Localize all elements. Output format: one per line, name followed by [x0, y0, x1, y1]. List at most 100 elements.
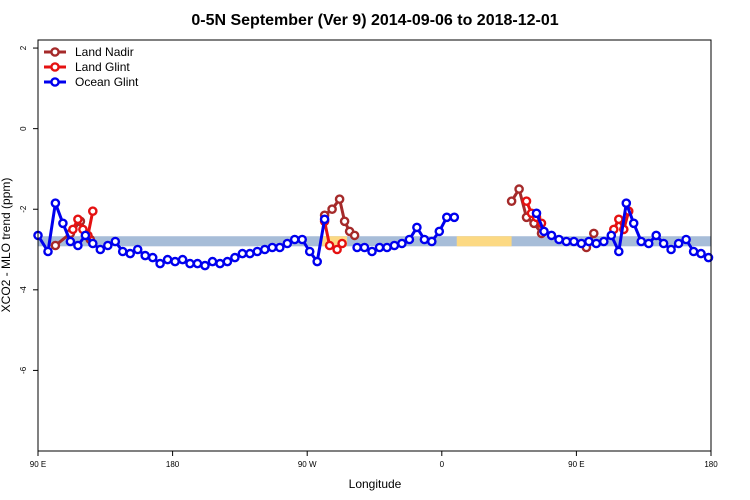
- data-point: [237, 248, 248, 259]
- data-point: [312, 256, 323, 267]
- data-point: [200, 260, 210, 271]
- x-tick-label: 180: [166, 460, 180, 469]
- data-point: [337, 238, 347, 249]
- data-point: [162, 254, 173, 265]
- data-point: [132, 244, 143, 255]
- data-point: [230, 252, 240, 263]
- data-point: [140, 250, 150, 261]
- x-tick-label: 0: [440, 460, 445, 469]
- data-point: [103, 240, 113, 251]
- y-tick-label: -4: [19, 286, 28, 294]
- legend-swatch-point: [50, 47, 60, 57]
- data-point: [352, 242, 362, 253]
- plot-frame: [37, 39, 712, 452]
- data-point: [274, 242, 285, 253]
- data-point: [252, 246, 263, 257]
- data-point: [419, 234, 430, 245]
- chart-title: 0-5N September (Ver 9) 2014-09-06 to 201…: [191, 12, 558, 29]
- data-point: [95, 244, 106, 255]
- data-point: [304, 246, 315, 257]
- data-point: [636, 236, 647, 247]
- data-point: [412, 222, 422, 233]
- data-point: [259, 244, 270, 255]
- data-point: [68, 224, 78, 235]
- data-point: [80, 230, 91, 241]
- y-tick-label: 0: [19, 126, 28, 131]
- data-point: [170, 256, 180, 267]
- data-point: [591, 238, 602, 249]
- data-point: [374, 242, 385, 253]
- legend-swatch-point: [50, 77, 60, 87]
- data-point: [185, 258, 195, 269]
- legend-item-land-nadir: Land Nadir: [44, 45, 134, 59]
- data-point: [50, 198, 61, 208]
- data-point: [207, 256, 218, 267]
- legend-label: Ocean Glint: [75, 75, 139, 89]
- data-point: [177, 254, 188, 265]
- data-point: [50, 240, 61, 251]
- x-tick-label: 180: [704, 460, 718, 469]
- data-point: [434, 226, 445, 237]
- data-point: [584, 236, 594, 247]
- data-point: [506, 196, 517, 206]
- data-point: [147, 252, 158, 263]
- data-point: [65, 236, 76, 247]
- data-point: [521, 196, 532, 206]
- legend-item-ocean-glint: Ocean Glint: [44, 75, 139, 89]
- data-point: [561, 236, 572, 247]
- data-point: [614, 246, 624, 257]
- data-point: [643, 238, 654, 249]
- data-point: [531, 208, 542, 219]
- data-point: [88, 206, 98, 216]
- plot-area: 90 E 180 90 W 0 90 E 180 2 0 -2 -4 -6: [19, 39, 718, 469]
- x-tick-label: 90 W: [298, 460, 317, 469]
- data-point: [404, 234, 415, 245]
- legend-item-land-glint: Land Glint: [44, 60, 130, 74]
- data-point: [441, 212, 452, 223]
- data-point: [267, 242, 278, 253]
- reference-band: [38, 236, 711, 247]
- x-axis-label: Longitude: [349, 477, 402, 491]
- data-point: [599, 236, 609, 247]
- data-point: [332, 244, 342, 255]
- data-point: [382, 242, 392, 253]
- data-point: [88, 238, 98, 249]
- legend-label: Land Glint: [75, 60, 130, 74]
- x-tick-label: 90 E: [568, 460, 584, 469]
- data-point: [155, 258, 165, 269]
- data-point: [673, 238, 684, 249]
- y-tick-label: -2: [19, 205, 28, 213]
- data-point: [606, 230, 617, 241]
- data-point: [389, 240, 400, 251]
- data-point: [539, 226, 549, 237]
- data-point: [569, 236, 579, 247]
- data-point: [339, 216, 350, 227]
- data-point: [192, 258, 203, 269]
- data-point: [117, 246, 128, 257]
- data-point: [576, 238, 587, 249]
- data-point: [546, 230, 557, 241]
- data-point: [319, 214, 330, 225]
- data-point: [327, 204, 337, 214]
- legend-swatch-point: [50, 62, 60, 72]
- y-axis-label: XCO2 - MLO trend (ppm): [0, 178, 13, 313]
- legend-label: Land Nadir: [75, 45, 134, 59]
- data-point: [334, 194, 345, 204]
- data-point: [696, 248, 706, 259]
- data-point: [282, 238, 293, 249]
- data-point: [73, 214, 83, 225]
- data-point: [666, 244, 676, 255]
- data-point: [681, 234, 691, 245]
- x-tick-label: 90 E: [30, 460, 46, 469]
- data-point: [110, 236, 121, 247]
- data-point: [554, 234, 564, 245]
- data-point: [688, 246, 699, 257]
- band-highlight-1: [456, 236, 512, 247]
- data-point: [297, 234, 308, 245]
- data-point: [449, 212, 460, 223]
- y-tick-label: -6: [19, 366, 28, 374]
- data-point: [324, 240, 335, 251]
- data-point: [289, 234, 300, 245]
